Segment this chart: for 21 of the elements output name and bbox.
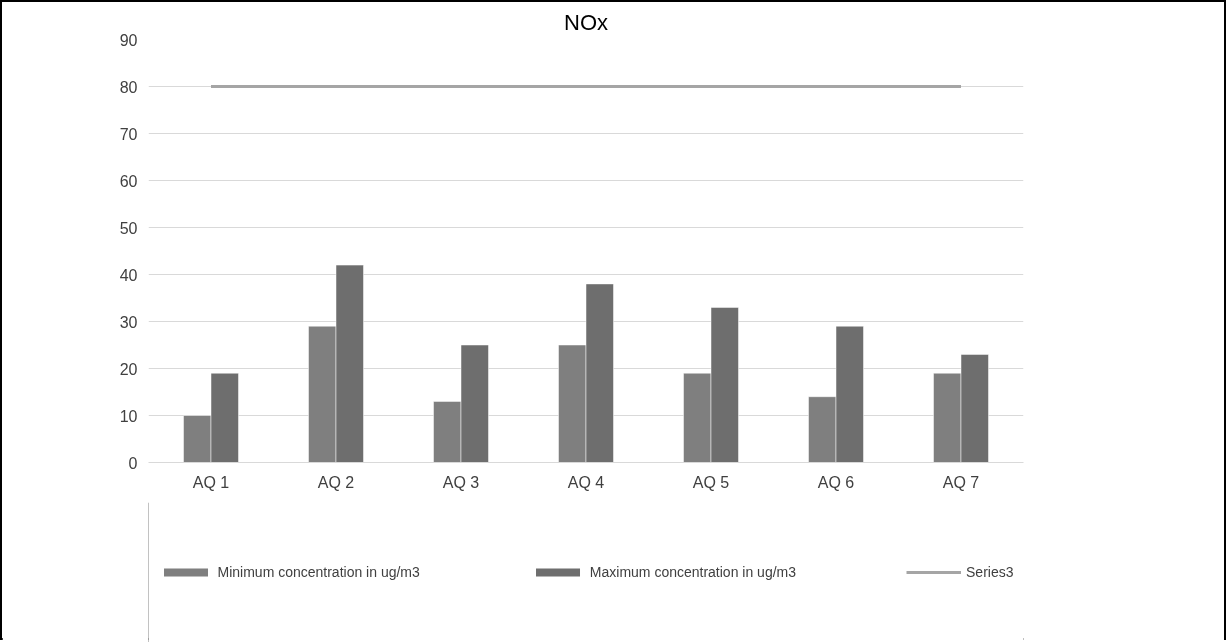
y-tick-label: 40: [119, 266, 138, 284]
x-tick-label: AQ 3: [442, 473, 480, 491]
y-tick-label: 0: [128, 454, 138, 472]
y-tick-label: 80: [119, 78, 138, 96]
legend-label: Minimum concentration in ug/m3: [217, 564, 420, 580]
legend-label: Series3: [966, 564, 1014, 580]
y-tick-label: 70: [119, 125, 138, 143]
x-tick-label: AQ 5: [692, 473, 730, 491]
y-tick-label: 60: [119, 172, 138, 190]
x-tick-label: AQ 1: [192, 473, 230, 491]
y-tick-label: 30: [119, 313, 138, 331]
chart-title: NOx: [564, 9, 608, 35]
y-tick-label: 50: [119, 219, 138, 237]
x-tick-label: AQ 6: [817, 473, 855, 491]
x-tick-label: AQ 2: [317, 473, 355, 491]
legend-label: Maximum concentration in ug/m3: [589, 564, 797, 580]
y-tick-label: 20: [119, 360, 138, 378]
x-tick-label: AQ 7: [942, 473, 980, 491]
x-tick-label: AQ 4: [567, 473, 605, 491]
y-tick-label: 90: [119, 31, 138, 49]
y-tick-label: 10: [119, 407, 138, 425]
